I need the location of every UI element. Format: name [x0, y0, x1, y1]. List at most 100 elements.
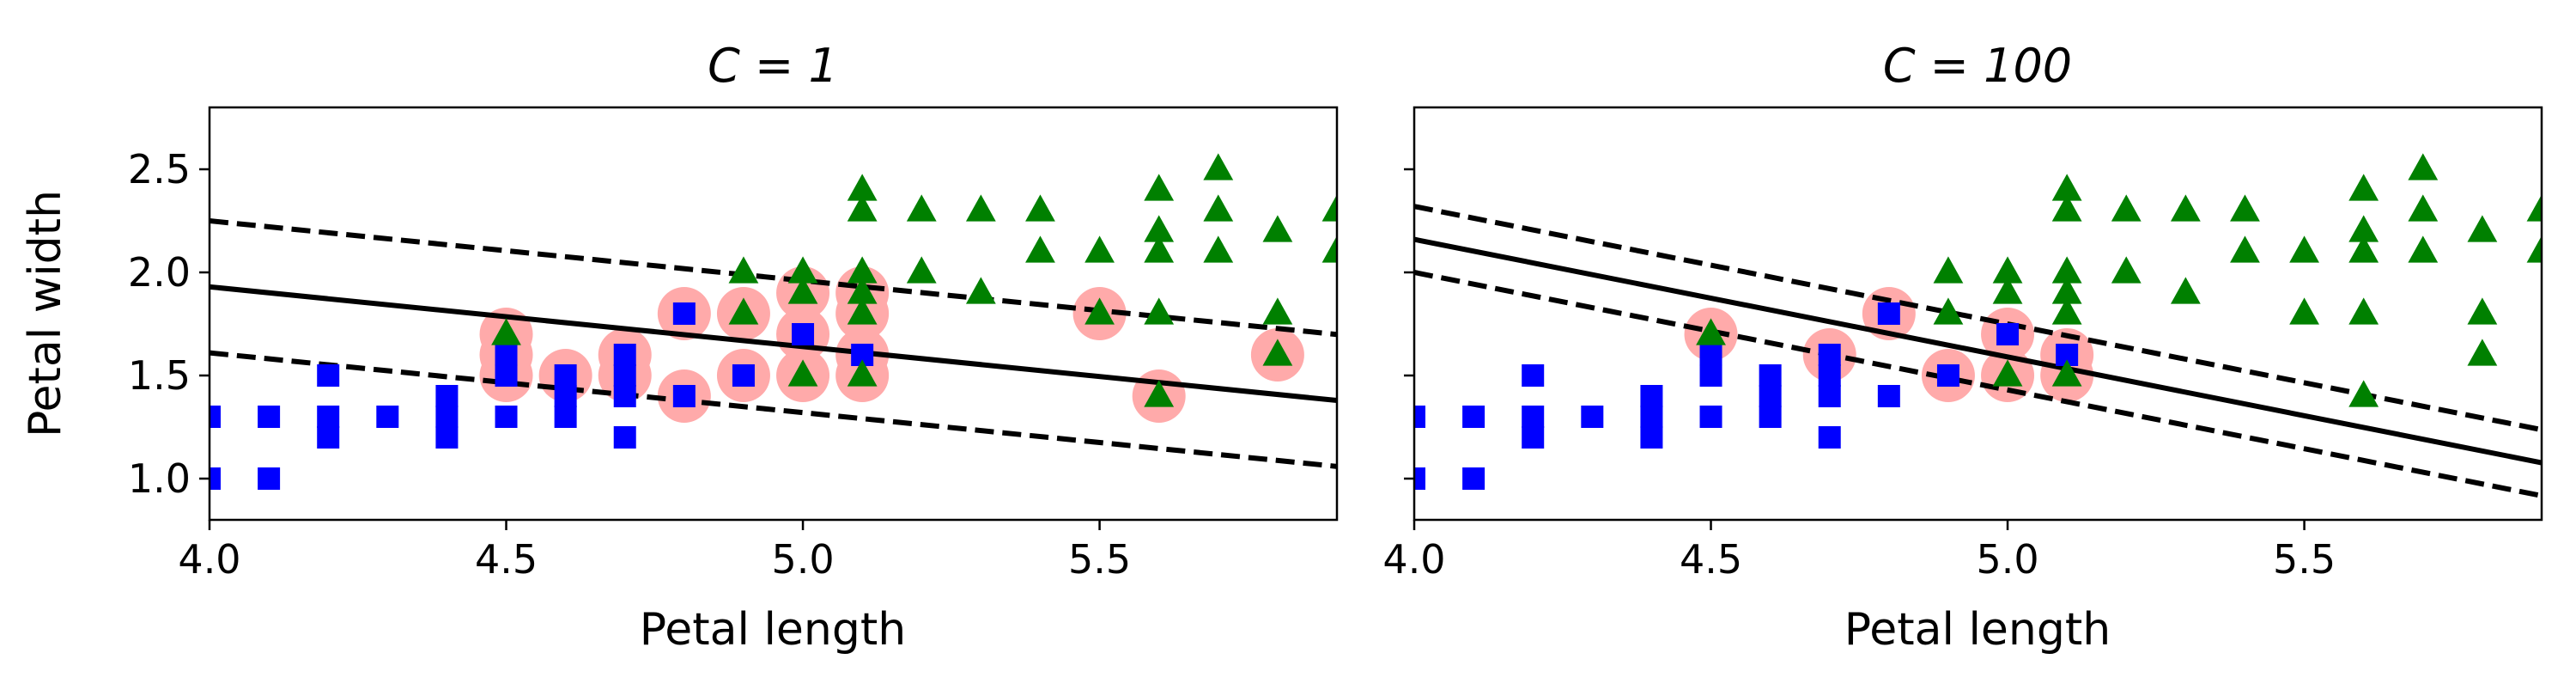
- x-tick-label: 5.0: [1976, 536, 2038, 583]
- class-b-point: [1144, 380, 1175, 407]
- class-a-point: [1759, 385, 1782, 407]
- class-a-point: [435, 406, 459, 428]
- class-a-point: [317, 426, 340, 449]
- class-b-point: [1992, 359, 2023, 387]
- class-b-point: [2170, 277, 2201, 304]
- class-b-point: [2408, 153, 2439, 180]
- x-tick-label: 4.0: [1382, 536, 1445, 583]
- lower-margin-line: [210, 350, 1337, 469]
- class-b-point: [2467, 297, 2498, 325]
- x-axis-label: Petal length: [1844, 604, 2111, 656]
- class-b-point: [1321, 194, 1337, 222]
- class-a-point: [1818, 385, 1841, 407]
- class-b-point: [1321, 235, 1337, 263]
- class-a-point: [1640, 406, 1663, 428]
- decision-boundary-line: [1414, 236, 2542, 466]
- class-b-point: [1084, 297, 1115, 325]
- subplot-title: C = 1: [708, 39, 838, 93]
- class-a-point: [554, 406, 577, 428]
- class-b-point: [2526, 194, 2542, 222]
- class-b-point: [1696, 318, 1726, 345]
- class-b-point: [847, 277, 878, 304]
- class-a-point: [317, 406, 340, 428]
- class-a-point: [732, 364, 755, 387]
- class-b-point: [2526, 235, 2542, 263]
- class-b-point: [1992, 256, 2023, 284]
- class-b-point: [2111, 194, 2142, 222]
- subplot-c100: C = 100 Petal length 4.0 4.5 5.0 5.5: [1382, 39, 2543, 656]
- x-axis-ticks: 4.0 4.5 5.0 5.5: [178, 520, 1131, 583]
- class-a-point: [1759, 406, 1782, 428]
- class-a-point: [1414, 406, 1425, 428]
- class-a-point: [435, 426, 459, 449]
- class-a-point: [210, 406, 221, 428]
- class-b-point: [2230, 235, 2260, 263]
- y-tick-label: 1.0: [128, 455, 191, 502]
- x-tick-label: 5.5: [2273, 536, 2336, 583]
- plot-area: [1413, 106, 2543, 522]
- x-tick-label: 4.5: [475, 536, 538, 583]
- class-a-point: [1522, 426, 1545, 449]
- axes-frame: [208, 106, 1339, 522]
- class-a-point: [1522, 364, 1545, 387]
- class-b-point: [787, 256, 818, 284]
- class-b-point: [2051, 359, 2082, 387]
- class-b-point: [2170, 194, 2201, 222]
- class-b-point: [2348, 235, 2379, 263]
- class-b-point: [1203, 153, 1234, 180]
- class-a-point: [1414, 467, 1425, 490]
- class-b-point: [1262, 297, 1293, 325]
- class-b-point: [1203, 235, 1234, 263]
- class-a-point: [1581, 406, 1604, 428]
- class-b-point: [2348, 380, 2379, 407]
- class-a-point: [672, 302, 696, 325]
- class-a-point: [1759, 364, 1782, 387]
- class-b-point: [728, 297, 759, 325]
- x-axis-ticks: 4.0 4.5 5.0 5.5: [1382, 520, 2336, 583]
- class-a-point: [554, 364, 577, 387]
- class-a-point: [1818, 426, 1841, 449]
- class-a-point: [495, 344, 518, 366]
- class-b-point: [787, 359, 818, 387]
- class-b-point: [2467, 339, 2498, 366]
- plot-area: [208, 106, 1339, 522]
- class-a-point: [317, 364, 340, 387]
- class-b-point: [2289, 297, 2319, 325]
- class-b-point: [2111, 256, 2142, 284]
- subplot-title: C = 100: [1883, 39, 2072, 93]
- class-a-point: [613, 344, 636, 366]
- class-a-point: [1877, 302, 1900, 325]
- class-a-point: [1818, 344, 1841, 366]
- class-b-point: [1144, 174, 1175, 201]
- class-a-point: [1462, 406, 1485, 428]
- class-a-point: [792, 323, 815, 345]
- class-a-point: [672, 385, 696, 407]
- class-b-point: [847, 359, 878, 387]
- class-b-point: [1025, 235, 1055, 263]
- lower-margin-line: [1414, 270, 2542, 498]
- class-b-point: [1144, 235, 1175, 263]
- x-tick-label: 5.0: [771, 536, 834, 583]
- class-b-point: [847, 256, 878, 284]
- class-a-point: [210, 467, 221, 490]
- class-a-point: [495, 364, 518, 387]
- class-a-point: [376, 406, 399, 428]
- class-b-point: [906, 194, 937, 222]
- class-b-point: [847, 174, 878, 201]
- class-b-point: [965, 194, 996, 222]
- subplot-c1: C = 1 Petal length Petal width 4.0 4.5 5.0…: [20, 39, 1339, 656]
- class-a-point: [435, 385, 459, 407]
- class-b-point: [2051, 256, 2082, 284]
- class-b-point: [2467, 215, 2498, 242]
- class-a-point: [1640, 385, 1663, 407]
- class-b-point: [1933, 297, 1964, 325]
- class-b-point: [965, 277, 996, 304]
- class-b-point: [2348, 215, 2379, 242]
- class-b-point: [2051, 194, 2082, 222]
- class-b-point: [847, 297, 878, 325]
- y-tick-label: 2.5: [128, 146, 191, 192]
- x-tick-label: 4.0: [178, 536, 240, 583]
- class-b-point: [1992, 277, 2023, 304]
- class-b-point: [1144, 215, 1175, 242]
